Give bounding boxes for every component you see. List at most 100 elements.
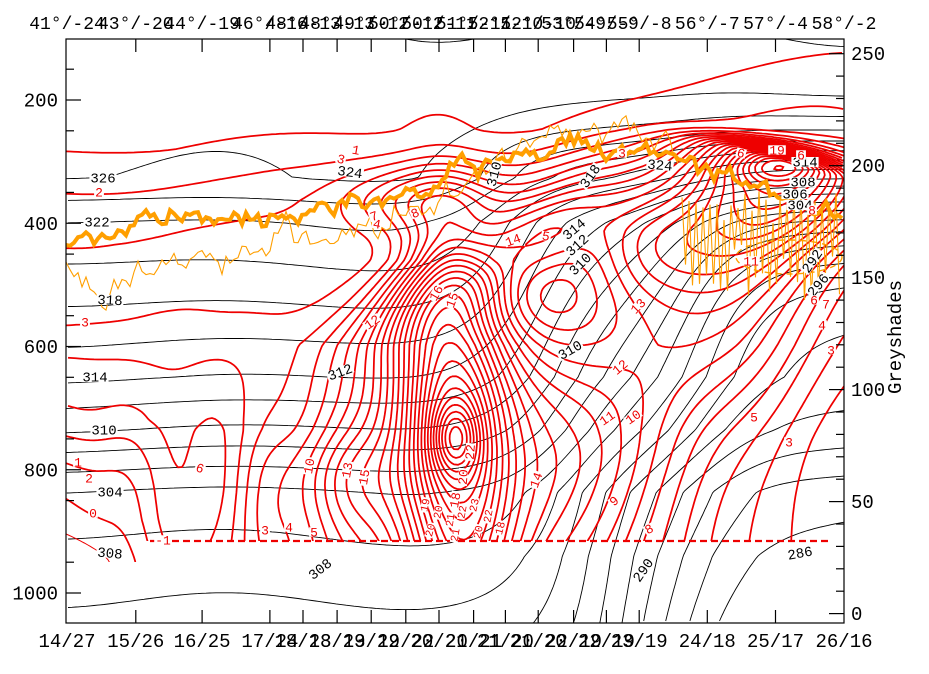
svg-text:400: 400: [24, 214, 58, 236]
svg-text:41°/-24: 41°/-24: [29, 15, 105, 35]
svg-text:8: 8: [808, 203, 816, 218]
svg-text:43°/-20: 43°/-20: [98, 15, 174, 35]
svg-text:18/23: 18/23: [274, 631, 331, 653]
svg-text:21: 21: [445, 512, 459, 527]
svg-text:20: 20: [424, 522, 439, 538]
svg-text:306: 306: [782, 188, 807, 204]
svg-text:3: 3: [785, 435, 793, 450]
svg-text:308: 308: [790, 176, 815, 192]
svg-text:3: 3: [827, 343, 835, 358]
svg-text:304: 304: [787, 199, 812, 215]
svg-text:53°/-9: 53°/-9: [541, 15, 606, 35]
svg-text:1000: 1000: [12, 584, 58, 606]
svg-text:-1: -1: [155, 533, 171, 548]
svg-text:16/25: 16/25: [174, 631, 231, 653]
svg-text:11: 11: [743, 254, 759, 269]
svg-text:1: 1: [351, 143, 361, 159]
svg-text:0: 0: [851, 604, 862, 626]
svg-text:23: 23: [468, 498, 482, 513]
svg-text:600: 600: [24, 337, 58, 359]
svg-text:19/22: 19/22: [343, 631, 400, 653]
svg-text:20: 20: [472, 525, 486, 540]
svg-text:6: 6: [735, 146, 746, 163]
svg-text:310: 310: [91, 424, 116, 440]
svg-text:55°/-8: 55°/-8: [607, 15, 672, 35]
svg-text:20/21: 20/21: [445, 631, 502, 653]
svg-text:19/22: 19/22: [377, 631, 434, 653]
svg-text:20: 20: [433, 505, 447, 520]
svg-text:50: 50: [851, 492, 874, 514]
svg-text:17/24: 17/24: [241, 631, 298, 653]
svg-text:10: 10: [301, 457, 318, 475]
svg-text:50°/-11: 50°/-11: [401, 15, 477, 35]
svg-text:7: 7: [822, 297, 830, 312]
svg-text:3: 3: [81, 315, 89, 330]
svg-text:18: 18: [494, 520, 509, 536]
svg-text:6: 6: [797, 148, 805, 163]
svg-text:21/20: 21/20: [510, 631, 567, 653]
svg-text:10: 10: [623, 407, 644, 428]
svg-text:49°/-12: 49°/-12: [333, 15, 409, 35]
svg-text:15: 15: [356, 468, 373, 486]
svg-text:5: 5: [310, 525, 318, 540]
svg-text:324: 324: [336, 164, 363, 183]
svg-text:2: 2: [85, 471, 93, 486]
svg-text:4: 4: [285, 520, 293, 535]
svg-text:46°/-16: 46°/-16: [232, 15, 308, 35]
svg-text:308: 308: [97, 546, 124, 564]
svg-text:15/26: 15/26: [107, 631, 164, 653]
svg-text:3: 3: [335, 152, 346, 169]
svg-text:5: 5: [541, 229, 551, 245]
svg-text:322: 322: [84, 216, 109, 232]
svg-text:24/18: 24/18: [679, 631, 736, 653]
svg-text:318: 318: [97, 293, 123, 310]
svg-text:6: 6: [810, 293, 818, 308]
svg-text:56°/-7: 56°/-7: [675, 15, 740, 35]
svg-text:26/16: 26/16: [815, 631, 872, 653]
svg-text:22/19: 22/19: [545, 631, 602, 653]
svg-text:22: 22: [457, 505, 471, 520]
svg-text:2: 2: [95, 185, 103, 200]
svg-text:3: 3: [261, 523, 269, 538]
svg-text:800: 800: [24, 460, 58, 482]
svg-text:52°/-10: 52°/-10: [468, 15, 544, 35]
svg-text:20: 20: [456, 469, 472, 486]
svg-text:48°/-13: 48°/-13: [265, 15, 341, 35]
svg-text:52°/-10: 52°/-10: [500, 15, 576, 35]
svg-text:310: 310: [485, 160, 507, 189]
svg-text:19: 19: [419, 498, 433, 513]
svg-text:21/20: 21/20: [477, 631, 534, 653]
svg-text:304: 304: [97, 486, 122, 502]
svg-text:12: 12: [362, 312, 383, 333]
svg-text:57°/-4: 57°/-4: [743, 15, 808, 35]
svg-text:20/21: 20/21: [410, 631, 467, 653]
svg-text:200: 200: [24, 91, 58, 113]
svg-text:15: 15: [443, 290, 462, 310]
svg-text:25/17: 25/17: [747, 631, 804, 653]
svg-text:14/27: 14/27: [38, 631, 95, 653]
svg-text:314: 314: [82, 371, 107, 387]
svg-text:4: 4: [372, 217, 382, 233]
svg-text:50°/-12: 50°/-12: [368, 15, 444, 35]
svg-text:1: 1: [74, 455, 82, 470]
svg-text:14: 14: [527, 470, 546, 490]
svg-text:250: 250: [851, 44, 885, 66]
svg-text:21: 21: [450, 527, 464, 542]
svg-text:5: 5: [750, 410, 758, 425]
svg-text:54°/-9: 54°/-9: [574, 15, 639, 35]
svg-text:58°/-2: 58°/-2: [812, 15, 877, 35]
svg-text:326: 326: [90, 172, 115, 188]
svg-text:16: 16: [426, 283, 447, 304]
svg-text:18/23: 18/23: [309, 631, 366, 653]
svg-text:22/19: 22/19: [578, 631, 635, 653]
svg-text:286: 286: [786, 545, 814, 565]
svg-text:324: 324: [647, 158, 674, 176]
svg-text:44°/-19: 44°/-19: [164, 15, 240, 35]
svg-text:11: 11: [597, 408, 619, 429]
svg-text:4: 4: [818, 318, 826, 333]
svg-text:13: 13: [339, 461, 356, 479]
svg-text:23/19: 23/19: [611, 631, 668, 653]
svg-text:3: 3: [618, 146, 626, 161]
svg-text:100: 100: [851, 380, 885, 402]
svg-text:200: 200: [851, 156, 885, 178]
